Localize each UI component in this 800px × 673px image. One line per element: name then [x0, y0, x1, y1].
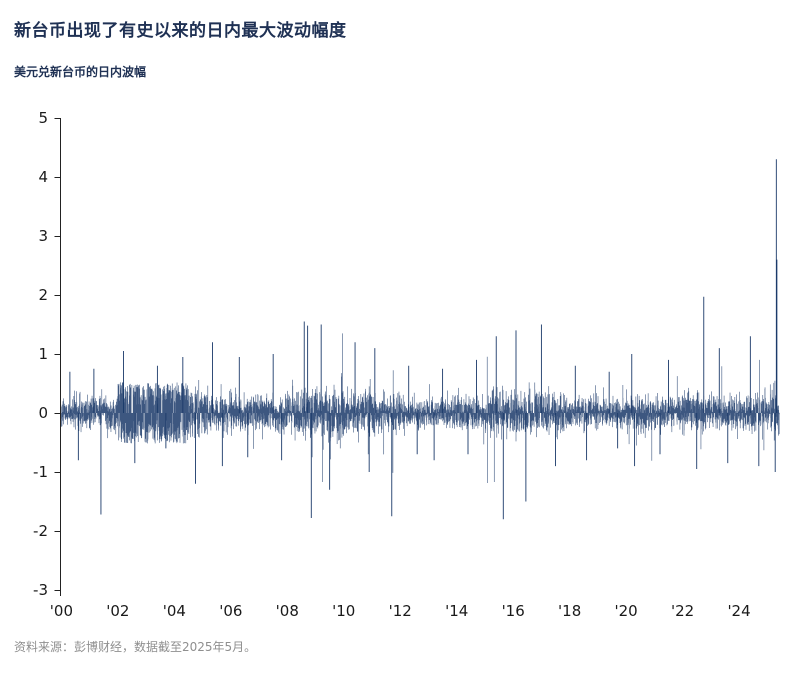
source-note: 资料来源：彭博财经，数据截至2025年5月。 — [14, 640, 257, 654]
y-tick-label: 1 — [38, 345, 48, 363]
x-tick-label: '00 — [49, 602, 74, 620]
x-tick-label: '04 — [162, 602, 186, 620]
volatility-chart-canvas — [14, 94, 790, 624]
chart-subtitle: 美元兑新台币的日内波幅 — [14, 65, 147, 79]
x-tick-label: '08 — [275, 602, 299, 620]
y-tick-label: 4 — [38, 168, 48, 186]
x-tick-label: '02 — [106, 602, 130, 620]
chart-title: 新台币出现了有史以来的日内最大波动幅度 — [14, 21, 347, 41]
y-tick-label: -1 — [33, 463, 48, 481]
y-tick-label: 5 — [38, 109, 48, 127]
y-tick-label: 2 — [38, 286, 48, 304]
x-tick-label: '06 — [219, 602, 243, 620]
x-tick-label: '14 — [445, 602, 469, 620]
x-tick-label: '12 — [388, 602, 412, 620]
x-tick-label: '22 — [670, 602, 695, 620]
y-tick-label: 0 — [38, 404, 48, 422]
x-tick-label: '20 — [614, 602, 638, 620]
x-tick-label: '10 — [332, 602, 356, 620]
y-tick-label: -3 — [33, 581, 48, 599]
y-tick-label: 3 — [38, 227, 48, 245]
chart-area: 5 4 3 2 1 0 -1 -2 -3'00 '02 '04 '06 '08 '10 '12 '14 '16 '… — [14, 94, 790, 624]
x-tick-label: '24 — [727, 602, 751, 620]
x-tick-label: '18 — [558, 602, 582, 620]
y-tick-label: -2 — [33, 522, 48, 540]
x-tick-label: '16 — [501, 602, 525, 620]
